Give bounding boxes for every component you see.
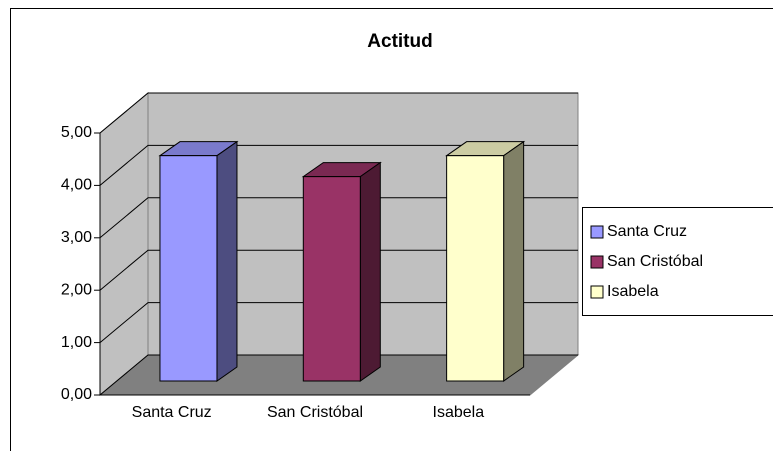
grid-line <box>99 92 578 134</box>
x-tick-label: Santa Cruz <box>132 404 212 421</box>
grid-line <box>99 249 578 291</box>
chart-title: Actitud <box>367 31 432 52</box>
legend-label: Santa Cruz <box>607 223 687 240</box>
x-tick-label: San Cristóbal <box>267 404 363 421</box>
bar <box>302 176 361 382</box>
y-tick-label: 4,00 <box>61 177 92 194</box>
bar <box>446 155 505 382</box>
bar <box>159 155 218 382</box>
legend-label: Isabela <box>607 283 659 300</box>
y-tick-label: 3,00 <box>61 229 92 246</box>
y-tick-label: 2,00 <box>61 281 92 298</box>
bar-side <box>359 161 381 382</box>
y-tick-label: 0,00 <box>61 386 92 403</box>
legend-swatch <box>590 225 604 239</box>
x-tick-label: Isabela <box>433 404 485 421</box>
y-tick-label: 5,00 <box>61 124 92 141</box>
grid-line <box>99 144 578 186</box>
bar-side <box>503 140 525 382</box>
grid-line <box>99 354 578 396</box>
side-wall <box>99 91 149 397</box>
legend-swatch <box>590 255 604 269</box>
legend-label: San Cristóbal <box>607 253 703 270</box>
grid-line <box>99 197 578 239</box>
y-tick-label: 1,00 <box>61 334 92 351</box>
bar-side <box>216 140 238 382</box>
grid-line <box>99 302 578 343</box>
legend-swatch <box>590 285 604 299</box>
legend-box <box>582 207 773 316</box>
